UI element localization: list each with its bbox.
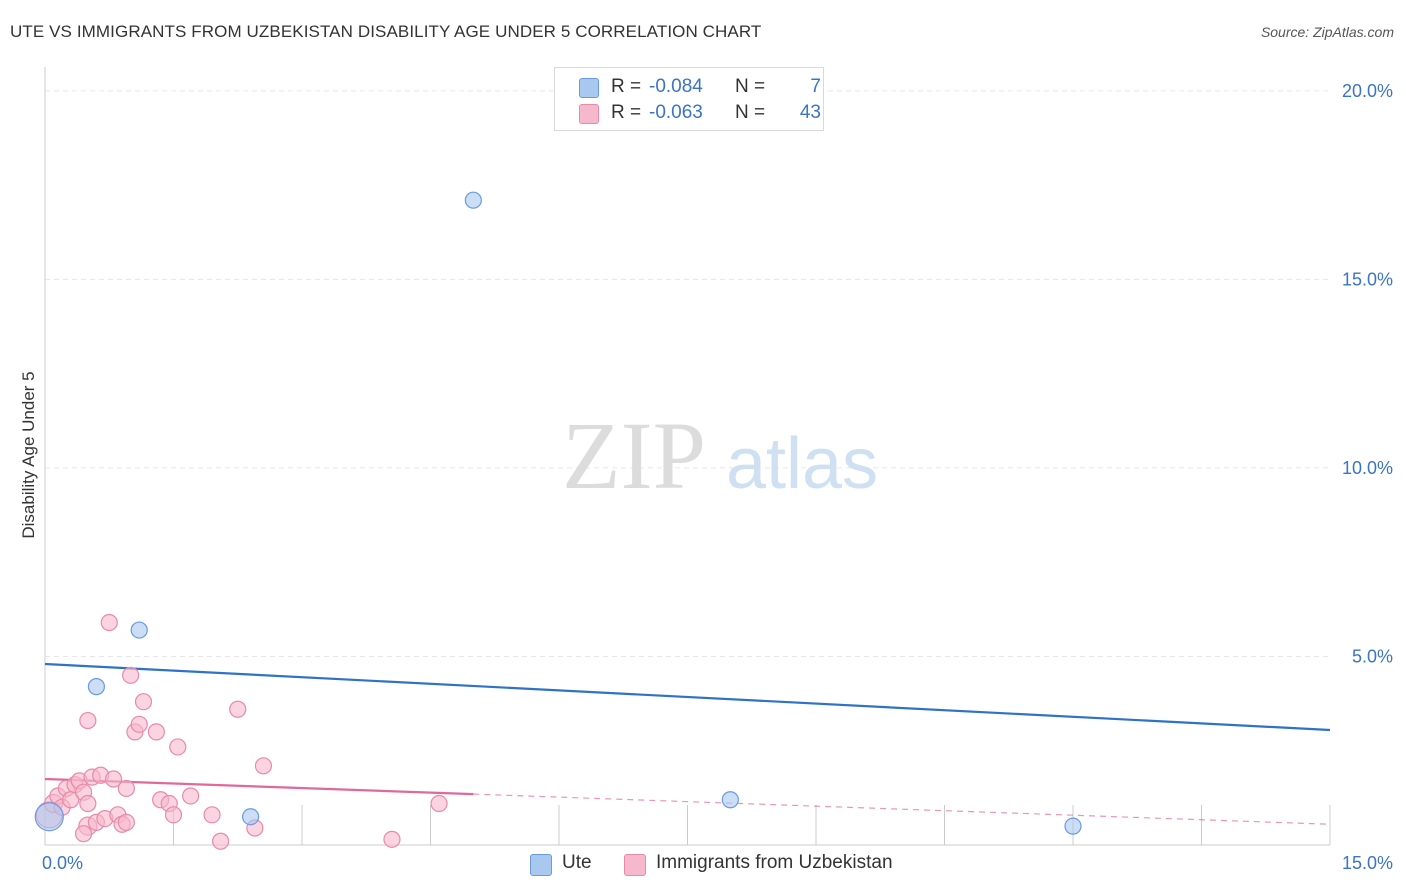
ute-trend-line xyxy=(44,662,1331,732)
legend-r-label: R = xyxy=(611,76,642,97)
uzbekistan-point[interactable] xyxy=(79,794,97,813)
uzbekistan-point[interactable] xyxy=(130,715,148,733)
uzbekistan-point[interactable] xyxy=(182,787,200,805)
ute-point[interactable] xyxy=(464,191,482,209)
series-label-ute: Ute xyxy=(562,852,592,873)
uzbekistan-point[interactable] xyxy=(122,666,140,684)
series-swatch-uzbekistan xyxy=(624,854,646,876)
uzbekistan-point[interactable] xyxy=(117,779,135,798)
legend-swatch-uzbekistan xyxy=(579,104,599,124)
x-tick-label: 15.0% xyxy=(1342,853,1393,873)
uzbekistan-point[interactable] xyxy=(134,693,153,711)
legend-swatch-ute xyxy=(579,78,599,98)
x-tick-label: 0.0% xyxy=(42,853,83,873)
trend-layer xyxy=(44,662,1331,825)
points-layer xyxy=(34,191,1082,850)
watermark-atlas: atlas xyxy=(726,424,878,504)
uzbekistan-point[interactable] xyxy=(430,794,448,813)
uzbekistan-point[interactable] xyxy=(147,723,165,741)
uzbekistan-point[interactable] xyxy=(104,770,123,788)
legend-r-value: -0.063 xyxy=(649,102,703,123)
watermark: ZIP atlas xyxy=(562,402,878,509)
ute-point[interactable] xyxy=(1064,817,1082,835)
watermark-zip: ZIP xyxy=(562,402,706,509)
y-tick-label: 20.0% xyxy=(1342,81,1393,101)
uzbekistan-point[interactable] xyxy=(117,813,135,831)
legend-n-value: 7 xyxy=(810,76,821,97)
ute-point[interactable] xyxy=(721,791,739,809)
grid-layer xyxy=(45,90,1330,657)
series-swatch-ute xyxy=(530,854,552,876)
uzbekistan-point[interactable] xyxy=(169,738,187,756)
y-tick-label: 5.0% xyxy=(1352,646,1393,666)
axis-layer: 5.0% 10.0% 15.0% 20.0% 0.0% 15.0% xyxy=(42,67,1393,873)
uzbekistan-point[interactable] xyxy=(383,830,401,848)
legend-n-value: 43 xyxy=(799,102,821,123)
ute-point[interactable] xyxy=(34,802,64,832)
ute-point[interactable] xyxy=(87,678,106,696)
uzbekistan-point[interactable] xyxy=(254,757,273,775)
y-tick-label: 10.0% xyxy=(1342,458,1393,478)
legend-n-label: N = xyxy=(735,102,766,123)
y-axis-label: Disability Age Under 5 xyxy=(19,371,38,538)
ute-point[interactable] xyxy=(242,808,260,826)
legend-r-value: -0.084 xyxy=(649,76,703,97)
uzbekistan-point[interactable] xyxy=(79,711,97,730)
uzbekistan-point[interactable] xyxy=(203,806,221,824)
legend-r-label: R = xyxy=(611,102,642,123)
uzbekistan-point[interactable] xyxy=(229,700,247,718)
correlation-legend: R = -0.084 N = 7 R = -0.063 N = 43 xyxy=(554,67,824,131)
series-label-uzbekistan: Immigrants from Uzbekistan xyxy=(656,852,893,873)
y-tick-label: 15.0% xyxy=(1342,269,1393,289)
uzbekistan-point[interactable] xyxy=(74,825,93,843)
chart-title: UTE VS IMMIGRANTS FROM UZBEKISTAN DISABI… xyxy=(10,22,762,41)
ute-point[interactable] xyxy=(130,621,148,639)
uzbekistan-point[interactable] xyxy=(212,832,230,850)
uzbekistan-point[interactable] xyxy=(164,806,183,824)
source-label: Source: ZipAtlas.com xyxy=(1260,24,1394,40)
series-legend: Ute Immigrants from Uzbekistan xyxy=(0,852,1406,878)
uzbekistan-point[interactable] xyxy=(100,613,118,632)
legend-n-label: N = xyxy=(735,76,766,97)
